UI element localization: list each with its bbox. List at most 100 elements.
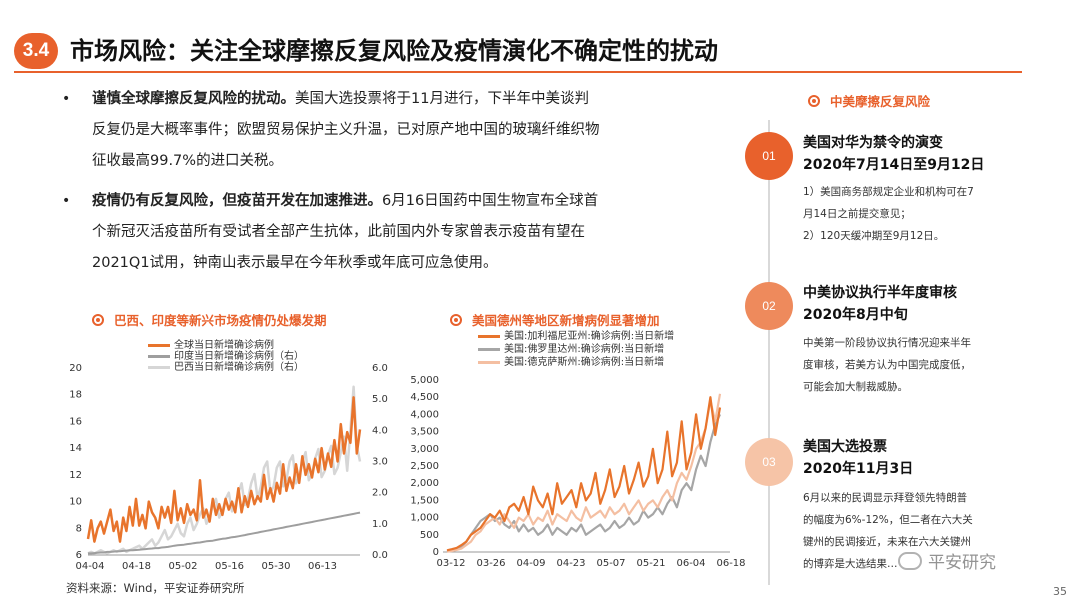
timeline-step-2-circle: 02 — [745, 282, 793, 330]
bullet-bold-text: 疫情仍有反复风险，但疫苗开发在加速推进。 — [92, 193, 382, 209]
page-number: 35 — [1053, 585, 1067, 598]
step-body-line: 的幅度为6%-12%，但二者在六大关 — [803, 514, 973, 526]
y-left-tick-label: 10 — [69, 497, 82, 508]
bullet-text: 6月16日国药中国生物宣布全球首 — [382, 193, 599, 209]
chart-right-heading-text: 美国德州等地区新增病例显著增加 — [472, 313, 660, 328]
legend-label: 印度当日新增确诊病例（右） — [174, 351, 304, 362]
x-tick-label: 03-26 — [476, 558, 505, 569]
x-tick-label: 06-13 — [308, 561, 337, 572]
legend-swatch — [478, 361, 500, 364]
x-tick-label: 05-07 — [596, 558, 625, 569]
series-line — [446, 396, 722, 552]
legend-swatch — [148, 355, 170, 358]
step-date-line: 2020年7月14日至9月12日 — [803, 157, 985, 173]
legend-item: 美国:加利福尼亚州:确诊病例:当日新增 — [478, 330, 674, 343]
y-right-tick-label: 2.0 — [372, 488, 388, 499]
timeline-axis — [768, 120, 770, 585]
y-tick-label: 0 — [433, 547, 439, 558]
timeline-step-3-body: 6月以来的民调显示拜登领先特朗普 的幅度为6%-12%，但二者在六大关 键州的民调接… — [803, 487, 1003, 575]
wechat-icon — [898, 551, 922, 570]
x-tick-label: 05-16 — [215, 561, 244, 572]
timeline-step-3-circle: 03 — [745, 438, 793, 486]
legend-item: 印度当日新增确诊病例（右） — [148, 351, 304, 362]
step-body-line: 1）美国商务部规定企业和机构可在7 — [803, 186, 974, 198]
page-title: 市场风险：关注全球摩擦反复风险及疫情演化不确定性的扰动 — [70, 37, 718, 65]
legend-swatch — [478, 348, 500, 351]
chart-right-plot: 0 500 1,000 1,500 2,000 2,500 3,000 3,500 4,000 4… — [410, 375, 745, 569]
watermark: 平安研究 — [898, 548, 996, 573]
y-right-tick-label: 0.0 — [372, 550, 388, 561]
y-tick-label: 3,500 — [410, 427, 439, 438]
y-left-tick-label: 12 — [69, 470, 82, 481]
y-tick-label: 4,500 — [410, 392, 439, 403]
step-date-line: 2020年8月中旬 — [803, 307, 908, 323]
x-tick-label: 04-23 — [556, 558, 585, 569]
target-icon — [92, 313, 104, 326]
section-number-badge: 3.4 — [14, 33, 58, 69]
timeline-step-1-body: 1）美国商务部规定企业和机构可在7 月14日之前提交意见； 2）120天缓冲期至9月… — [803, 181, 1003, 247]
chart-left-legend: 全球当日新增确诊病例 印度当日新增确诊病例（右） 巴西当日新增确诊病例（右） — [148, 340, 304, 373]
title-divider — [14, 71, 1022, 73]
y-right-tick-label: 5.0 — [372, 394, 388, 405]
y-tick-label: 2,000 — [410, 478, 439, 489]
y-tick-label: 3,000 — [410, 444, 439, 455]
x-tick-label: 05-02 — [168, 561, 197, 572]
y-tick-label: 1,000 — [410, 513, 439, 524]
series-line — [446, 393, 722, 553]
step-title-line: 中美协议执行半年度审核 — [803, 285, 957, 301]
y-left-tick-label: 18 — [69, 390, 82, 401]
step-title-line: 美国大选投票 — [803, 439, 887, 455]
legend-label: 美国:德克萨斯州:确诊病例:当日新增 — [504, 357, 665, 368]
y-tick-label: 500 — [420, 530, 439, 541]
step-title-line: 美国对华为禁令的演变 — [803, 135, 943, 151]
x-tick-label: 04-18 — [122, 561, 151, 572]
x-tick-label: 04-09 — [516, 558, 545, 569]
x-tick-label: 06-04 — [676, 558, 705, 569]
x-tick-label: 05-21 — [636, 558, 665, 569]
step-body-line: 度审核，若美方认为中国完成度低， — [803, 359, 971, 371]
bullet-text: 征收最高99.7%的进口关税。 — [92, 153, 284, 169]
bullet-dot: • — [62, 91, 71, 107]
chart-left-heading-text: 巴西、印度等新兴市场疫情仍处爆发期 — [114, 313, 327, 328]
legend-item: 美国:德克萨斯州:确诊病例:当日新增 — [478, 356, 674, 369]
y-right-tick-label: 3.0 — [372, 457, 388, 468]
bullet-text: 2021Q1试用，钟南山表示最早在今年秋季或年底可应急使用。 — [92, 255, 498, 271]
legend-item: 全球当日新增确诊病例 — [148, 340, 304, 351]
chart-right-legend: 美国:加利福尼亚州:确诊病例:当日新增 美国:佛罗里达州:确诊病例:当日新增 美… — [478, 330, 674, 369]
step-body-line: 键州的民调接近，未来在六大关键州 — [803, 536, 971, 548]
bullet-text: 美国大选投票将于11月进行，下半年中美谈判 — [295, 91, 589, 107]
legend-item: 巴西当日新增确诊病例（右） — [148, 362, 304, 373]
bullet-trade-friction: • 谨慎全球摩擦反复风险的扰动。美国大选投票将于11月进行，下半年中美谈判 反复仍… — [62, 84, 724, 177]
legend-swatch — [148, 344, 170, 347]
step-date-line: 2020年11月3日 — [803, 461, 914, 477]
y-tick-label: 4,000 — [410, 409, 439, 420]
step-body-line: 6月以来的民调显示拜登领先特朗普 — [803, 492, 968, 504]
legend-label: 全球当日新增确诊病例 — [174, 340, 274, 351]
x-tick-label: 03-12 — [436, 558, 465, 569]
step-body-line: 可能会加大制裁威胁。 — [803, 381, 908, 393]
timeline-heading-text: 中美摩擦反复风险 — [830, 94, 931, 109]
bullet-text: 个新冠灭活疫苗所有受试者全部产生抗体，此前国内外专家曾表示疫苗有望在 — [92, 224, 585, 240]
legend-swatch — [148, 366, 170, 369]
source-note: 资料来源：Wind，平安证券研究所 — [66, 581, 245, 595]
timeline-step-2-body: 中美第一阶段协议执行情况迎来半年 度审核，若美方认为中国完成度低， 可能会加大制裁威… — [803, 332, 1003, 398]
target-icon — [450, 313, 462, 326]
y-left-tick-label: 8 — [76, 523, 82, 534]
legend-label: 巴西当日新增确诊病例（右） — [174, 362, 304, 373]
chart-left-plot: 6 8 10 12 14 16 18 20 0.0 1.0 2.0 3.0 4.0 5.0 6.0 04-04… — [69, 363, 388, 572]
x-tick-label: 04-04 — [75, 561, 104, 572]
y-left-tick-label: 14 — [69, 443, 82, 454]
chart-left-heading: 巴西、印度等新兴市场疫情仍处爆发期 — [92, 310, 327, 329]
y-tick-label: 5,000 — [410, 375, 439, 386]
y-tick-label: 2,500 — [410, 461, 439, 472]
step-body-line: 2）120天缓冲期至9月12日。 — [803, 230, 945, 242]
timeline-step-2-title: 中美协议执行半年度审核 2020年8月中旬 — [803, 282, 957, 326]
series-line — [86, 396, 362, 543]
legend-swatch — [478, 335, 500, 338]
y-left-tick-label: 6 — [76, 550, 82, 561]
timeline-step-1-circle: 01 — [745, 132, 793, 180]
step-body-line: 中美第一阶段协议执行情况迎来半年 — [803, 337, 971, 349]
bullet-pandemic: • 疫情仍有反复风险，但疫苗开发在加速推进。6月16日国药中国生物宣布全球首 个新… — [62, 186, 724, 279]
y-right-tick-label: 4.0 — [372, 425, 388, 436]
legend-label: 美国:加利福尼亚州:确诊病例:当日新增 — [504, 331, 675, 342]
